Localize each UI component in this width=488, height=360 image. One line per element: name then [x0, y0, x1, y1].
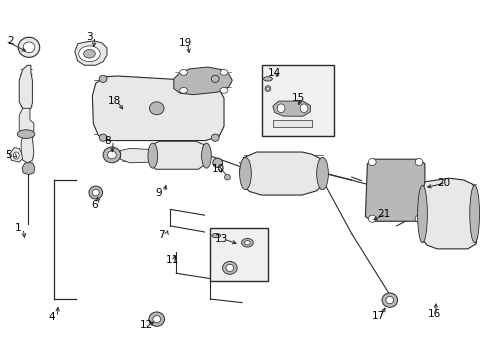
Polygon shape — [173, 67, 232, 95]
Ellipse shape — [211, 233, 220, 238]
Ellipse shape — [264, 86, 270, 91]
Ellipse shape — [99, 134, 107, 141]
Ellipse shape — [107, 151, 116, 159]
Ellipse shape — [266, 87, 269, 90]
Ellipse shape — [79, 46, 100, 62]
Ellipse shape — [99, 75, 107, 82]
Ellipse shape — [469, 185, 479, 243]
Ellipse shape — [241, 238, 253, 247]
Polygon shape — [19, 65, 32, 110]
Ellipse shape — [222, 261, 237, 274]
Polygon shape — [19, 108, 34, 134]
Ellipse shape — [381, 293, 397, 307]
Text: 21: 21 — [376, 209, 389, 219]
Polygon shape — [272, 120, 311, 127]
Ellipse shape — [179, 69, 187, 75]
Polygon shape — [120, 148, 152, 163]
Text: 18: 18 — [108, 96, 121, 106]
Polygon shape — [22, 163, 35, 175]
Ellipse shape — [414, 158, 422, 166]
Bar — [261, 65, 333, 136]
Ellipse shape — [179, 87, 187, 93]
Ellipse shape — [201, 143, 211, 168]
Ellipse shape — [13, 152, 19, 159]
Ellipse shape — [153, 316, 160, 323]
Text: 3: 3 — [86, 32, 92, 41]
Text: 2: 2 — [8, 36, 14, 46]
Ellipse shape — [148, 143, 158, 168]
Ellipse shape — [17, 130, 35, 138]
Polygon shape — [365, 159, 424, 221]
Text: 1: 1 — [14, 224, 21, 233]
Ellipse shape — [225, 264, 233, 271]
Text: 6: 6 — [91, 200, 97, 210]
Ellipse shape — [211, 75, 219, 82]
Polygon shape — [21, 44, 37, 50]
Text: 11: 11 — [165, 255, 179, 265]
Ellipse shape — [220, 69, 227, 75]
Ellipse shape — [83, 49, 95, 58]
Ellipse shape — [23, 42, 35, 53]
Text: 17: 17 — [371, 311, 385, 320]
Text: 12: 12 — [140, 320, 153, 330]
Text: 5: 5 — [5, 150, 12, 160]
Ellipse shape — [367, 215, 375, 222]
Ellipse shape — [385, 297, 393, 304]
Ellipse shape — [367, 158, 375, 166]
Polygon shape — [75, 41, 107, 65]
Text: 14: 14 — [267, 68, 281, 78]
Ellipse shape — [89, 186, 102, 199]
Polygon shape — [92, 76, 224, 140]
Ellipse shape — [316, 157, 328, 190]
Polygon shape — [9, 148, 22, 162]
Ellipse shape — [220, 87, 227, 93]
Ellipse shape — [224, 174, 230, 180]
Ellipse shape — [92, 189, 99, 196]
Bar — [210, 228, 267, 281]
Ellipse shape — [149, 102, 163, 115]
Ellipse shape — [277, 104, 285, 113]
Text: 19: 19 — [178, 38, 191, 48]
Ellipse shape — [417, 185, 427, 243]
Ellipse shape — [149, 312, 164, 326]
Ellipse shape — [414, 215, 422, 222]
Polygon shape — [239, 152, 326, 195]
Text: 20: 20 — [436, 178, 449, 188]
Polygon shape — [149, 141, 209, 169]
Ellipse shape — [18, 37, 40, 57]
Text: 16: 16 — [427, 310, 440, 319]
Polygon shape — [420, 178, 477, 249]
Ellipse shape — [211, 134, 219, 141]
Ellipse shape — [263, 77, 272, 81]
Text: 10: 10 — [211, 163, 224, 174]
Ellipse shape — [300, 104, 307, 113]
Ellipse shape — [244, 240, 250, 245]
Ellipse shape — [212, 158, 222, 167]
Text: 15: 15 — [292, 93, 305, 103]
Ellipse shape — [103, 147, 121, 163]
Polygon shape — [21, 134, 34, 163]
Text: 9: 9 — [156, 188, 162, 198]
Text: 7: 7 — [158, 230, 164, 239]
Text: 8: 8 — [104, 136, 111, 145]
Polygon shape — [272, 101, 310, 116]
Ellipse shape — [239, 157, 251, 190]
Text: 4: 4 — [48, 312, 55, 322]
Text: 13: 13 — [215, 234, 228, 244]
